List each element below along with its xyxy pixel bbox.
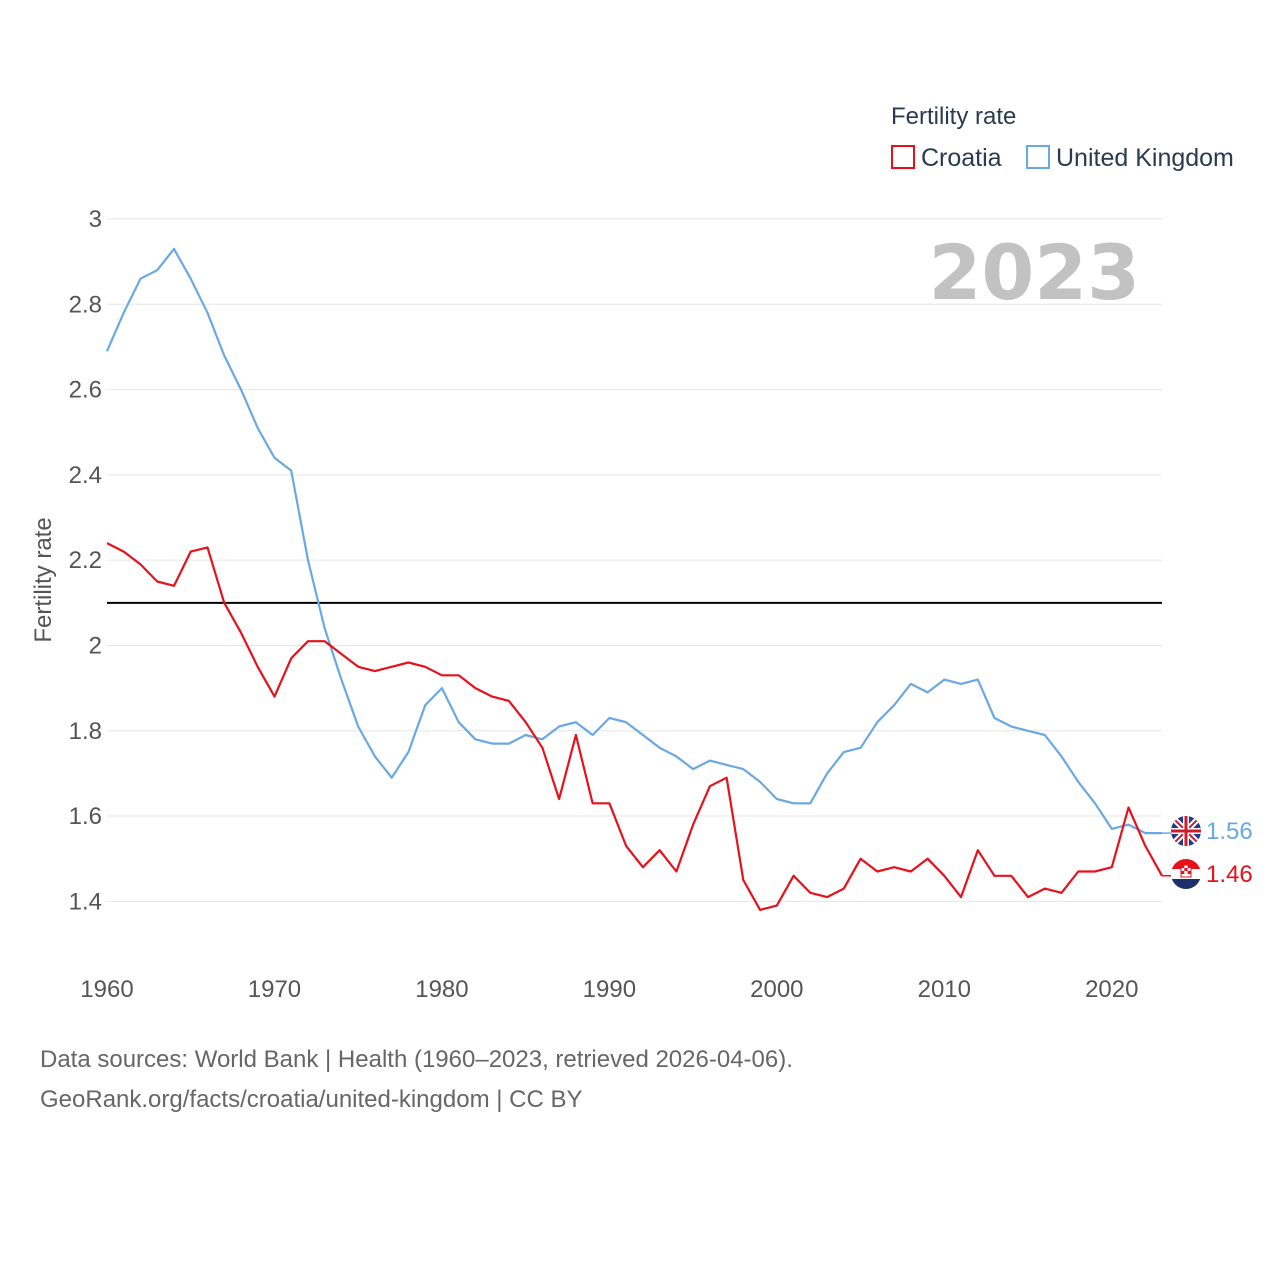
- x-tick-label: 1970: [248, 976, 301, 1003]
- legend-label-united-kingdom[interactable]: United Kingdom: [1056, 144, 1234, 172]
- x-tick-label: 2000: [750, 976, 803, 1003]
- x-tick-label: 1960: [80, 976, 133, 1003]
- y-tick-label: 1.4: [69, 888, 102, 915]
- source-footer: Data sources: World Bank | Health (1960–…: [40, 1040, 793, 1120]
- x-tick-label: 1980: [415, 976, 468, 1003]
- legend-swatch-united-kingdom: [1026, 145, 1050, 169]
- series-line-croatia[interactable]: [106, 542, 1163, 912]
- y-axis-title: Fertility rate: [30, 517, 57, 642]
- y-tick-label: 2.4: [69, 462, 102, 489]
- croatia-flag-icon: [1171, 859, 1201, 889]
- grid-lines: [107, 218, 1162, 902]
- y-tick-label: 2: [89, 632, 102, 659]
- legend: Fertility rate Croatia United Kingdom: [891, 103, 1234, 172]
- y-tick-label: 2.8: [69, 291, 102, 318]
- source-line: Data sources: World Bank | Health (1960–…: [40, 1046, 793, 1073]
- legend-swatch-croatia: [891, 145, 915, 169]
- y-tick-label: 1.6: [69, 803, 102, 830]
- series-line-united-kingdom[interactable]: [105, 247, 1162, 835]
- y-tick-label: 2.2: [69, 547, 102, 574]
- y-tick-label: 2.6: [69, 377, 102, 404]
- x-tick-label: 1990: [583, 976, 636, 1003]
- end-value-united-kingdom: 1.56: [1206, 818, 1253, 845]
- legend-title: Fertility rate: [891, 103, 1016, 130]
- x-tick-label: 2010: [918, 976, 971, 1003]
- current-year-label: 2023: [928, 228, 1140, 317]
- end-value-croatia: 1.46: [1206, 861, 1253, 888]
- x-axis-ticks: 1960 1970 1980 1990 2000 2010 2020: [80, 976, 1138, 1003]
- series-lines: [105, 247, 1172, 912]
- attribution-line[interactable]: GeoRank.org/facts/croatia/united-kingdom…: [40, 1086, 583, 1113]
- y-tick-label: 1.8: [69, 718, 102, 745]
- y-axis-ticks: 1.4 1.6 1.8 2 2.2 2.4 2.6 2.8 3: [69, 206, 102, 915]
- legend-label-croatia[interactable]: Croatia: [921, 144, 1002, 172]
- y-tick-label: 3: [89, 206, 102, 233]
- end-marker-croatia: 1.46: [1171, 859, 1253, 889]
- uk-flag-icon: [1171, 816, 1201, 846]
- x-tick-label: 2020: [1085, 976, 1138, 1003]
- end-marker-united-kingdom: 1.56: [1171, 816, 1253, 846]
